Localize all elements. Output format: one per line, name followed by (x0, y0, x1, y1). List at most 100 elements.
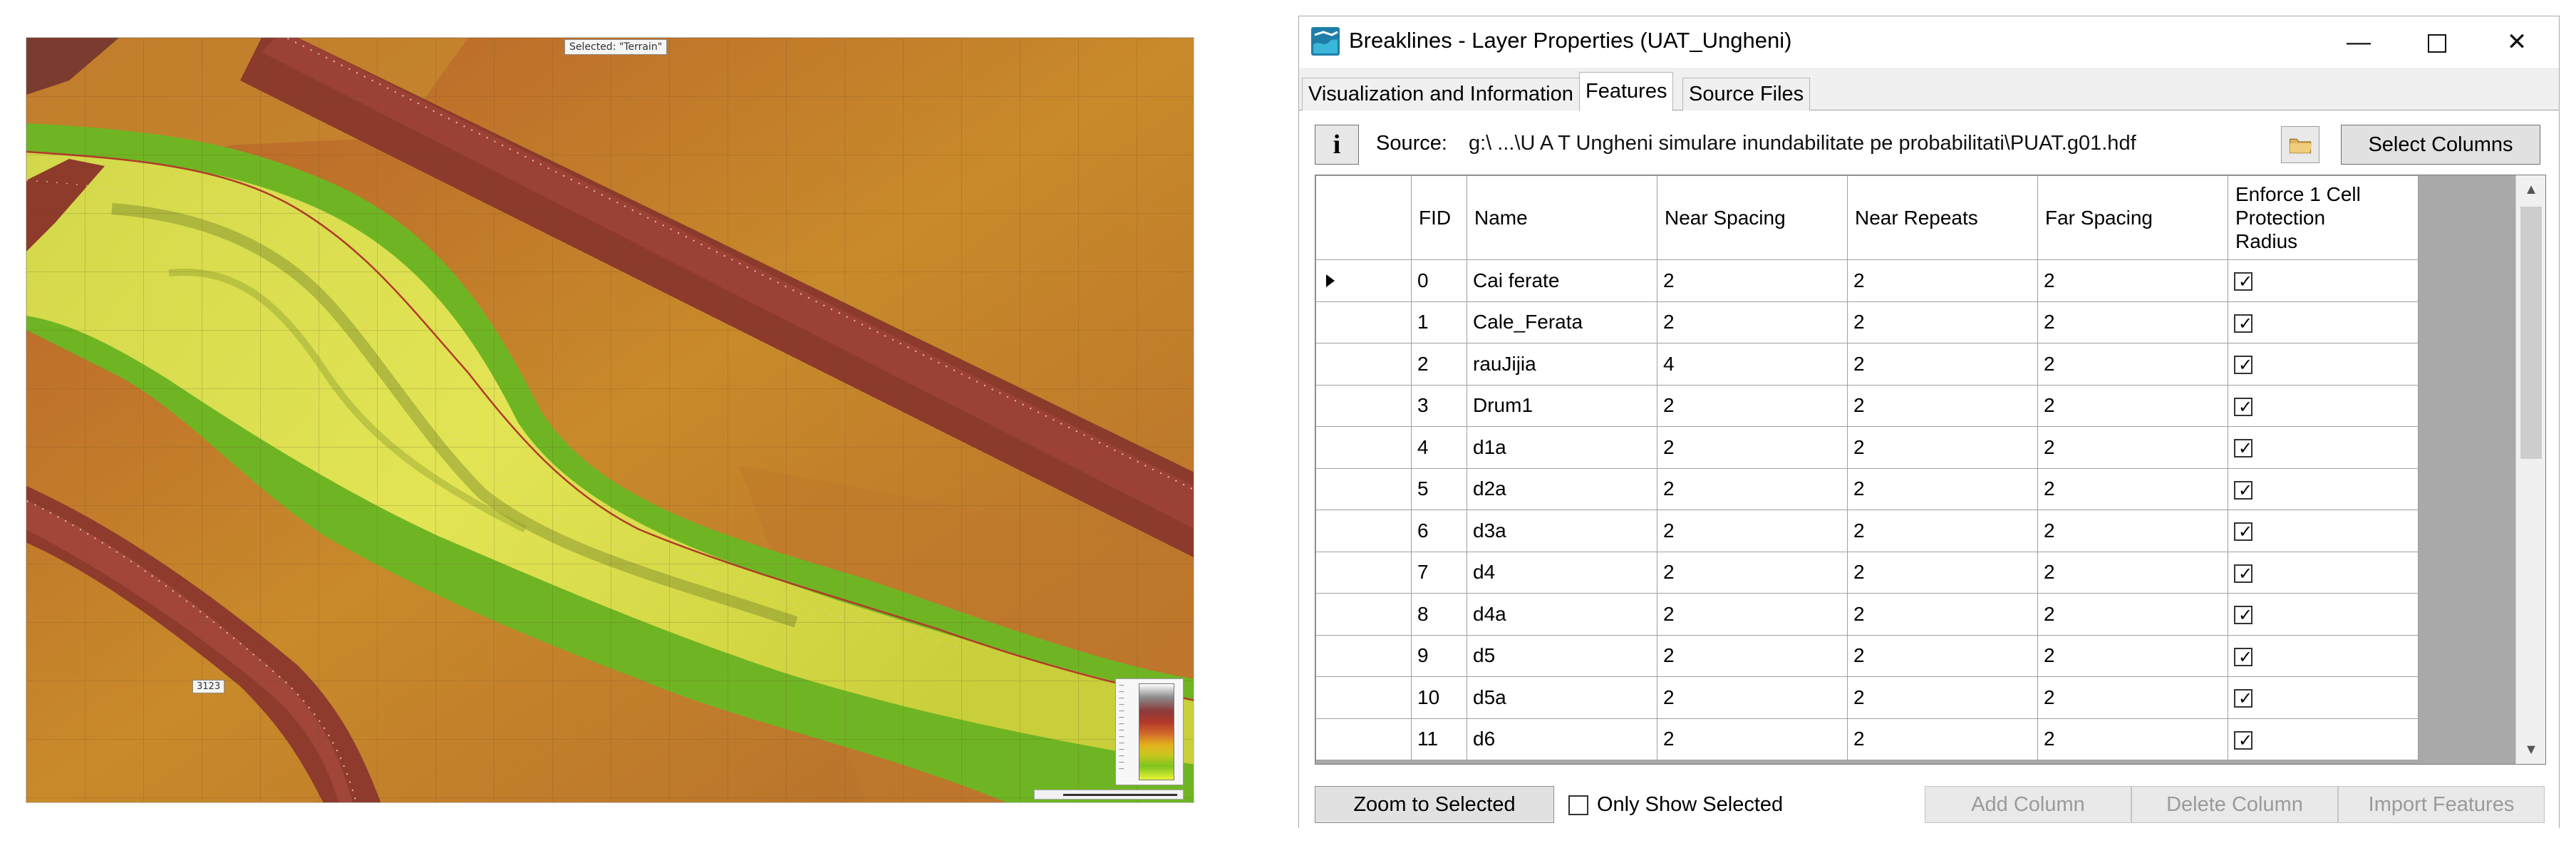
table-row[interactable]: 9 d5 2 2 2 ✓ (1315, 634, 2419, 677)
maximize-button[interactable] (2398, 16, 2476, 68)
scroll-up-icon[interactable]: ▲ (2524, 182, 2538, 197)
row-selector[interactable] (1315, 467, 1412, 510)
enforce-checkbox[interactable]: ✓ (2234, 689, 2252, 708)
cell-far-spacing[interactable]: 2 (2037, 467, 2228, 510)
table-row[interactable]: 0 Cai ferate 2 2 2 ✓ (1315, 259, 2419, 302)
row-selector[interactable] (1315, 343, 1412, 386)
enforce-checkbox[interactable]: ✓ (2234, 439, 2252, 458)
cell-name[interactable]: d3a (1467, 510, 1657, 552)
cell-enforce-protection[interactable]: ✓ (2228, 301, 2419, 343)
table-row[interactable]: 6 d3a 2 2 2 ✓ (1315, 510, 2419, 552)
cell-fid[interactable]: 8 (1411, 593, 1467, 636)
cell-near-spacing[interactable]: 2 (1657, 384, 1848, 427)
cell-near-spacing[interactable]: 2 (1657, 551, 1848, 594)
cell-near-spacing[interactable]: 2 (1657, 634, 1848, 677)
cell-name[interactable]: d6 (1467, 718, 1657, 760)
cell-name[interactable]: Cale_Ferata (1467, 301, 1657, 343)
enforce-checkbox[interactable]: ✓ (2234, 564, 2252, 583)
cell-near-repeats[interactable]: 2 (1847, 634, 2038, 677)
cell-far-spacing[interactable]: 2 (2037, 343, 2228, 386)
cell-name[interactable]: d4 (1467, 551, 1657, 594)
cell-name[interactable]: d1a (1467, 426, 1657, 469)
cell-enforce-protection[interactable]: ✓ (2228, 467, 2419, 510)
enforce-checkbox[interactable]: ✓ (2234, 356, 2252, 375)
only-show-selected-checkbox[interactable]: Only Show Selected (1568, 793, 1783, 817)
cell-fid[interactable]: 9 (1411, 634, 1467, 677)
cell-name[interactable]: d2a (1467, 467, 1657, 510)
row-selector[interactable] (1315, 634, 1412, 677)
cell-fid[interactable]: 11 (1411, 718, 1467, 760)
table-row[interactable]: 10 d5a 2 2 2 ✓ (1315, 676, 2419, 719)
cell-far-spacing[interactable]: 2 (2037, 634, 2228, 677)
cell-near-spacing[interactable]: 2 (1657, 259, 1848, 302)
row-selector-header[interactable] (1315, 175, 1412, 260)
cell-far-spacing[interactable]: 2 (2037, 384, 2228, 427)
cell-near-spacing[interactable]: 2 (1657, 676, 1848, 719)
row-selector[interactable] (1315, 593, 1412, 636)
enforce-checkbox[interactable]: ✓ (2234, 272, 2252, 291)
cell-fid[interactable]: 10 (1411, 676, 1467, 719)
zoom-to-selected-button[interactable]: Zoom to Selected (1315, 786, 1554, 823)
column-header-enforce-protection-radius[interactable]: Enforce 1 Cell Protection Radius (2228, 175, 2419, 260)
cell-enforce-protection[interactable]: ✓ (2228, 593, 2419, 636)
tab-features[interactable]: Features (1579, 72, 1674, 111)
cell-fid[interactable]: 5 (1411, 467, 1467, 510)
terrain-map-view[interactable]: Selected: "Terrain" 3123 — — — — — — — — — — — — — — (26, 37, 1194, 803)
cell-fid[interactable]: 6 (1411, 510, 1467, 552)
table-row[interactable]: 7 d4 2 2 2 ✓ (1315, 551, 2419, 594)
cell-near-repeats[interactable]: 2 (1847, 593, 2038, 636)
scroll-down-icon[interactable]: ▼ (2524, 742, 2538, 757)
delete-column-button[interactable]: Delete Column (2131, 786, 2338, 823)
cell-enforce-protection[interactable]: ✓ (2228, 718, 2419, 760)
row-selector[interactable] (1315, 426, 1412, 469)
column-header-name[interactable]: Name (1467, 175, 1657, 260)
cell-near-repeats[interactable]: 2 (1847, 551, 2038, 594)
cell-enforce-protection[interactable]: ✓ (2228, 510, 2419, 552)
row-selector[interactable] (1315, 551, 1412, 594)
column-header-near-repeats[interactable]: Near Repeats (1847, 175, 2038, 260)
cell-name[interactable]: d4a (1467, 593, 1657, 636)
vertical-scrollbar[interactable]: ▲ ▼ (2515, 175, 2545, 764)
cell-near-spacing[interactable]: 2 (1657, 426, 1848, 469)
table-row[interactable]: 5 d2a 2 2 2 ✓ (1315, 467, 2419, 510)
column-header-far-spacing[interactable]: Far Spacing (2037, 175, 2228, 260)
cell-near-repeats[interactable]: 2 (1847, 343, 2038, 386)
cell-near-repeats[interactable]: 2 (1847, 384, 2038, 427)
enforce-checkbox[interactable]: ✓ (2234, 314, 2252, 333)
cell-fid[interactable]: 7 (1411, 551, 1467, 594)
column-header-fid[interactable]: FID (1411, 175, 1467, 260)
cell-fid[interactable]: 0 (1411, 259, 1467, 302)
select-columns-button[interactable]: Select Columns (2341, 125, 2540, 165)
cell-name[interactable]: Drum1 (1467, 384, 1657, 427)
cell-near-spacing[interactable]: 2 (1657, 467, 1848, 510)
row-selector[interactable] (1315, 384, 1412, 427)
info-button[interactable]: i (1315, 125, 1359, 165)
row-selector[interactable] (1315, 259, 1412, 302)
cell-near-repeats[interactable]: 2 (1847, 259, 2038, 302)
cell-near-spacing[interactable]: 2 (1657, 593, 1848, 636)
cell-enforce-protection[interactable]: ✓ (2228, 259, 2419, 302)
cell-far-spacing[interactable]: 2 (2037, 718, 2228, 760)
table-row[interactable]: 1 Cale_Ferata 2 2 2 ✓ (1315, 301, 2419, 343)
cell-near-spacing[interactable]: 2 (1657, 510, 1848, 552)
cell-enforce-protection[interactable]: ✓ (2228, 384, 2419, 427)
add-column-button[interactable]: Add Column (1925, 786, 2131, 823)
cell-far-spacing[interactable]: 2 (2037, 510, 2228, 552)
enforce-checkbox[interactable]: ✓ (2234, 480, 2252, 500)
cell-near-spacing[interactable]: 4 (1657, 343, 1848, 386)
cell-fid[interactable]: 3 (1411, 384, 1467, 427)
cell-enforce-protection[interactable]: ✓ (2228, 676, 2419, 719)
cell-near-repeats[interactable]: 2 (1847, 426, 2038, 469)
cell-enforce-protection[interactable]: ✓ (2228, 634, 2419, 677)
cell-far-spacing[interactable]: 2 (2037, 551, 2228, 594)
cell-name[interactable]: d5a (1467, 676, 1657, 719)
close-button[interactable]: ✕ (2506, 29, 2528, 56)
cell-fid[interactable]: 1 (1411, 301, 1467, 343)
row-selector[interactable] (1315, 676, 1412, 719)
enforce-checkbox[interactable]: ✓ (2234, 647, 2252, 666)
row-selector[interactable] (1315, 301, 1412, 343)
row-selector[interactable] (1315, 510, 1412, 552)
cell-near-spacing[interactable]: 2 (1657, 301, 1848, 343)
cell-name[interactable]: d5 (1467, 634, 1657, 677)
cell-near-repeats[interactable]: 2 (1847, 301, 2038, 343)
